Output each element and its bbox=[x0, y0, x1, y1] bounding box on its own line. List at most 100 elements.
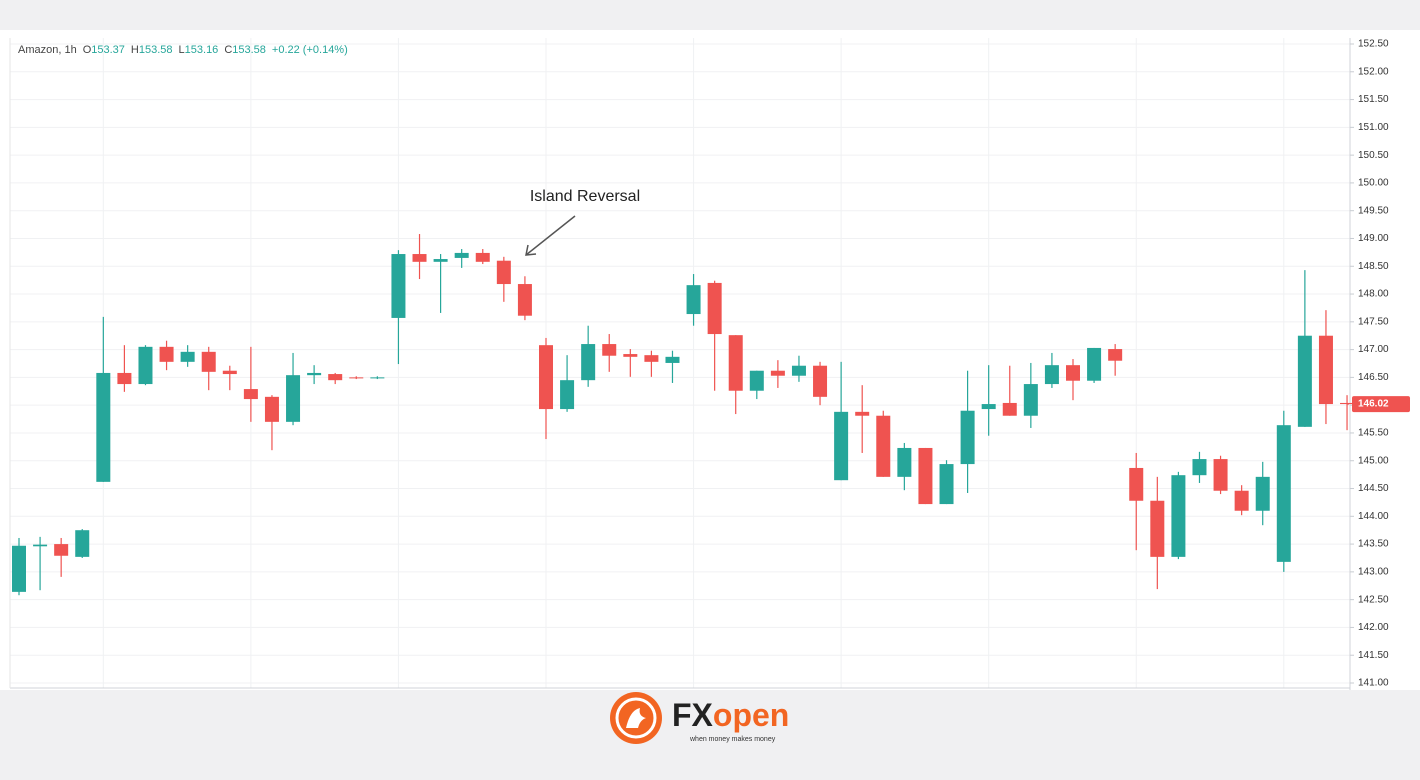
candles bbox=[12, 234, 1355, 596]
high-label: H bbox=[131, 44, 139, 56]
candle-body bbox=[475, 252, 490, 262]
candle-body bbox=[264, 396, 279, 422]
candle-body bbox=[770, 370, 785, 376]
candle-body bbox=[1087, 347, 1102, 381]
candle-body bbox=[876, 415, 891, 477]
candle-body bbox=[1023, 384, 1038, 416]
candle-body bbox=[1340, 402, 1355, 405]
high-value: 153.58 bbox=[139, 44, 173, 56]
logo-emblem-mark bbox=[626, 708, 646, 728]
logo: FXopen when money makes money bbox=[610, 692, 789, 744]
grid bbox=[10, 38, 1350, 688]
candle-body bbox=[496, 260, 511, 285]
y-tick-label: 148.50 bbox=[1358, 261, 1389, 272]
y-tick-label: 149.00 bbox=[1358, 233, 1389, 244]
close-value: 153.58 bbox=[232, 44, 266, 56]
y-tick-label: 146.50 bbox=[1358, 372, 1389, 383]
candle-body bbox=[1192, 459, 1207, 476]
y-tick-label: 144.00 bbox=[1358, 511, 1389, 522]
candle-body bbox=[1171, 475, 1186, 557]
candle-body bbox=[1318, 335, 1333, 405]
close-label: C bbox=[224, 44, 232, 56]
candle-body bbox=[1150, 500, 1165, 557]
candle-body bbox=[665, 356, 680, 363]
candle-body bbox=[728, 335, 743, 391]
y-tick-label: 151.50 bbox=[1358, 94, 1389, 105]
y-tick-label: 141.00 bbox=[1358, 678, 1389, 689]
candle-body bbox=[539, 345, 553, 410]
candle-body bbox=[159, 346, 174, 362]
y-tick-label: 142.00 bbox=[1358, 622, 1389, 633]
logo-emblem-ring bbox=[615, 697, 657, 739]
candle-body bbox=[517, 284, 532, 316]
chart-panel bbox=[0, 30, 1420, 690]
y-tick-label: 143.50 bbox=[1358, 539, 1389, 550]
candle-body bbox=[96, 372, 111, 482]
candle-body bbox=[243, 389, 258, 400]
candle-body bbox=[1108, 349, 1123, 361]
candle-body bbox=[180, 351, 195, 362]
logo-open: open bbox=[713, 697, 789, 733]
candle-body bbox=[1066, 365, 1080, 381]
y-tick-label: 143.00 bbox=[1358, 567, 1389, 578]
candle-body bbox=[897, 447, 912, 477]
candle-body bbox=[834, 411, 849, 481]
candle-body bbox=[918, 447, 933, 505]
y-tick-label: 144.50 bbox=[1358, 483, 1389, 494]
candle-body bbox=[201, 351, 216, 372]
candle-body bbox=[1276, 425, 1291, 562]
logo-fx: FX bbox=[672, 697, 714, 733]
candle-body bbox=[1002, 402, 1017, 416]
annotation: Island Reversal bbox=[530, 188, 640, 205]
candle-body bbox=[707, 282, 722, 335]
candle-body bbox=[391, 254, 406, 318]
candle-body bbox=[623, 354, 638, 357]
candle-body bbox=[307, 372, 322, 376]
low-value: 153.16 bbox=[185, 44, 219, 56]
candle-body bbox=[138, 346, 153, 385]
candle-body bbox=[222, 370, 237, 375]
candle-body bbox=[560, 380, 575, 410]
y-tick-label: 147.50 bbox=[1358, 316, 1389, 327]
candle-body bbox=[75, 530, 90, 557]
y-tick-label: 150.00 bbox=[1358, 178, 1389, 189]
last-price-label: 146.02 bbox=[1358, 399, 1389, 410]
candle-body bbox=[749, 370, 764, 391]
candle-body bbox=[33, 544, 48, 547]
candle-body bbox=[686, 285, 701, 315]
candle-body bbox=[1044, 365, 1059, 385]
chart-header: Amazon, 1h O153.37 H153.58 L153.16 C153.58 +0… bbox=[18, 44, 348, 56]
candle-body bbox=[1255, 476, 1270, 511]
y-tick-label: 152.50 bbox=[1358, 39, 1389, 50]
symbol: Amazon, 1h bbox=[18, 44, 77, 56]
candle-body bbox=[960, 410, 975, 465]
logo-text: FXopen bbox=[672, 697, 789, 733]
logo-tagline: when money makes money bbox=[689, 736, 776, 743]
candle-body bbox=[791, 365, 806, 376]
y-tick-label: 141.50 bbox=[1358, 650, 1389, 661]
y-tick-label: 145.00 bbox=[1358, 455, 1389, 466]
change: +0.22 (+0.14%) bbox=[272, 44, 348, 56]
y-tick-label: 152.00 bbox=[1358, 66, 1389, 77]
candle-body bbox=[117, 372, 132, 385]
candle-body bbox=[813, 365, 828, 397]
candle-body bbox=[286, 375, 301, 422]
last-price-tag bbox=[1352, 396, 1410, 413]
candle-body bbox=[412, 254, 427, 262]
candle-body bbox=[939, 464, 954, 505]
candle-body bbox=[981, 404, 996, 410]
candle-body bbox=[855, 411, 870, 416]
candle-body bbox=[644, 355, 659, 362]
y-tick-label: 142.50 bbox=[1358, 594, 1389, 605]
y-tick-label: 151.00 bbox=[1358, 122, 1389, 133]
candle-body bbox=[1297, 335, 1312, 427]
annotation-arrow bbox=[525, 215, 576, 256]
y-tick-label: 147.00 bbox=[1358, 344, 1389, 355]
low-label: L bbox=[179, 44, 185, 56]
candle-body bbox=[602, 344, 617, 356]
candle-body bbox=[1234, 490, 1249, 511]
y-tick-label: 148.00 bbox=[1358, 289, 1389, 300]
candle-body bbox=[328, 374, 343, 381]
